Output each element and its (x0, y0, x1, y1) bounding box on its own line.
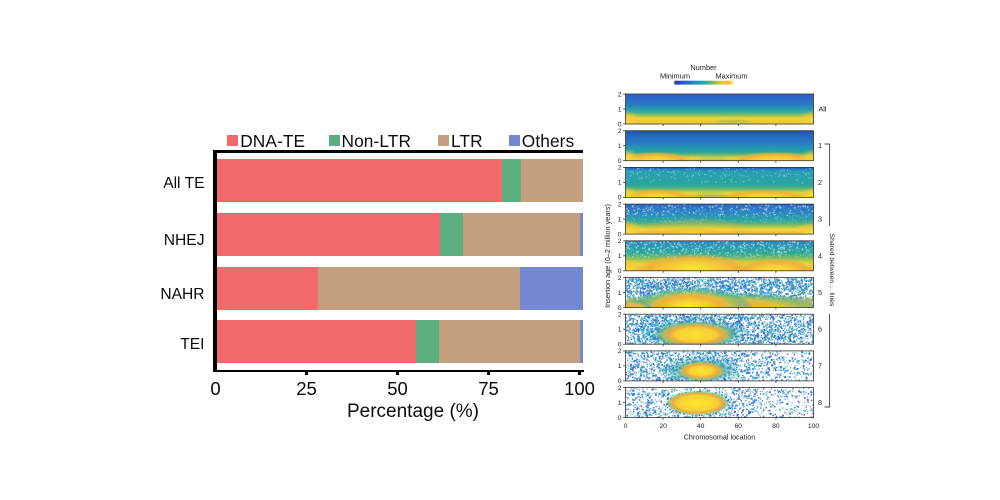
svg-text:1: 1 (618, 400, 622, 407)
svg-text:2: 2 (618, 201, 622, 208)
svg-text:2: 2 (818, 178, 822, 187)
svg-text:0: 0 (618, 342, 622, 349)
svg-text:2: 2 (618, 91, 622, 98)
svg-text:0: 0 (618, 195, 622, 202)
svg-text:0: 0 (618, 415, 622, 422)
svg-text:40: 40 (697, 423, 705, 430)
svg-text:2: 2 (618, 275, 622, 282)
svg-text:1: 1 (618, 363, 622, 370)
svg-text:8: 8 (818, 398, 822, 407)
svg-text:2: 2 (618, 348, 622, 355)
svg-text:0: 0 (618, 305, 622, 312)
svg-text:2: 2 (618, 165, 622, 172)
svg-text:5: 5 (818, 288, 822, 297)
svg-text:6: 6 (818, 325, 822, 334)
svg-text:Number: Number (690, 63, 717, 72)
svg-text:0: 0 (618, 268, 622, 275)
svg-text:All: All (819, 105, 827, 114)
svg-text:0: 0 (618, 121, 622, 128)
svg-text:1: 1 (618, 143, 622, 150)
svg-text:2: 2 (618, 238, 622, 245)
svg-text:0: 0 (618, 378, 622, 385)
svg-text:100: 100 (808, 423, 820, 430)
svg-text:2: 2 (618, 312, 622, 319)
svg-text:1: 1 (618, 327, 622, 334)
svg-text:Insertion age (0–2 million yea: Insertion age (0–2 million years) (603, 204, 612, 308)
svg-text:1: 1 (618, 180, 622, 187)
svg-text:Maximum: Maximum (715, 71, 747, 80)
svg-text:20: 20 (659, 423, 667, 430)
svg-text:0: 0 (624, 423, 628, 430)
svg-text:0: 0 (618, 158, 622, 165)
svg-text:Shared between ... lines: Shared between ... lines (828, 234, 835, 308)
svg-text:3: 3 (818, 215, 822, 224)
svg-text:Minimum: Minimum (660, 71, 690, 80)
svg-text:1: 1 (618, 290, 622, 297)
svg-text:2: 2 (618, 385, 622, 392)
svg-text:0: 0 (618, 231, 622, 238)
svg-text:2: 2 (618, 128, 622, 135)
svg-text:1: 1 (618, 216, 622, 223)
svg-text:60: 60 (735, 423, 743, 430)
svg-text:7: 7 (818, 361, 822, 370)
svg-text:80: 80 (772, 423, 780, 430)
svg-text:1: 1 (618, 253, 622, 260)
svg-text:1: 1 (818, 141, 822, 150)
svg-text:1: 1 (618, 106, 622, 113)
svg-text:Chromosomal location: Chromosomal location (684, 433, 756, 442)
svg-text:4: 4 (818, 251, 822, 260)
